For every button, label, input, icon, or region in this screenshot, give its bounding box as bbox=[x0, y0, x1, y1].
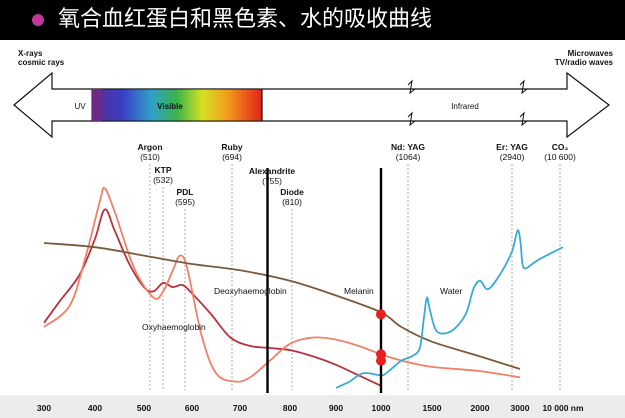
intersection-marker bbox=[376, 309, 386, 320]
laser-wavelength: (755) bbox=[262, 176, 282, 186]
laser-name: PDL bbox=[177, 187, 194, 197]
scale-breaks bbox=[407, 79, 528, 127]
laser-name: Nd: YAG bbox=[391, 142, 425, 152]
water-line bbox=[335, 229, 564, 389]
x-tick-label: 700 bbox=[233, 403, 247, 413]
laser-name: CO₂ bbox=[552, 142, 569, 152]
x-tick-label: 600 bbox=[185, 403, 199, 413]
plot-area: Argon(510) KTP(532) PDL(595) Ruby(694) Alexa… bbox=[43, 142, 576, 393]
laser-name: KTP bbox=[155, 165, 172, 175]
laser-wavelength: (510) bbox=[140, 152, 160, 162]
laser-wavelength: (595) bbox=[175, 197, 195, 207]
microwave-label-1: Microwaves bbox=[568, 49, 614, 58]
laser-wavelength: (10 600) bbox=[544, 152, 576, 162]
deoxy-label: Deoxyhaemoglobin bbox=[214, 286, 287, 296]
title-bar: 氧合血红蛋白和黑色素、水的吸收曲线 bbox=[0, 0, 625, 40]
visible-label: Visible bbox=[157, 102, 183, 111]
x-tick-label: 1000 bbox=[372, 403, 391, 413]
laser-wavelength: (2940) bbox=[500, 152, 525, 162]
x-tick-label: 400 bbox=[88, 403, 102, 413]
visible-band bbox=[91, 88, 263, 122]
oxy-line bbox=[43, 187, 521, 383]
data-markers bbox=[376, 309, 386, 366]
x-tick-label: 800 bbox=[283, 403, 297, 413]
laser-guides bbox=[149, 164, 561, 390]
melanin-label: Melanin bbox=[344, 286, 374, 296]
deoxy-line bbox=[43, 208, 382, 387]
uv-edge bbox=[92, 89, 102, 121]
x-tick-label: 500 bbox=[137, 403, 151, 413]
laser-wavelength: (810) bbox=[282, 197, 302, 207]
x-tick-label: 2000 bbox=[471, 403, 490, 413]
bullet-dot bbox=[32, 14, 44, 26]
water-label: Water bbox=[440, 286, 463, 296]
slide-title: 氧合血红蛋白和黑色素、水的吸收曲线 bbox=[58, 7, 433, 32]
laser-labels: Argon(510) KTP(532) PDL(595) Ruby(694) Alexa… bbox=[137, 142, 576, 207]
xray-label-2: cosmic rays bbox=[18, 58, 65, 67]
x-axis: 300 400 500 600 700 800 900 1000 1500 2000 3000 10 … bbox=[37, 403, 584, 413]
intersection-marker bbox=[376, 355, 386, 366]
laser-name: Er: YAG bbox=[496, 142, 528, 152]
xray-label-1: X-rays bbox=[18, 49, 43, 58]
spectrum-bar: X-rays cosmic rays Microwaves TV/radio w… bbox=[13, 49, 614, 139]
x-tick-label: 1500 bbox=[423, 403, 442, 413]
laser-wavelength: (532) bbox=[153, 175, 173, 185]
uv-label: UV bbox=[74, 102, 86, 111]
infrared-label: Infrared bbox=[451, 102, 479, 111]
x-axis-band bbox=[0, 395, 625, 418]
laser-wavelength: (1064) bbox=[396, 152, 421, 162]
microwave-label-2: TV/radio waves bbox=[555, 58, 614, 67]
laser-name: Alexandrite bbox=[249, 166, 296, 176]
absorption-chart: X-rays cosmic rays Microwaves TV/radio w… bbox=[0, 49, 625, 418]
laser-name: Diode bbox=[280, 187, 304, 197]
laser-wavelength: (694) bbox=[222, 152, 242, 162]
melanin-line bbox=[43, 242, 521, 370]
x-tick-label: 10 000 nm bbox=[542, 403, 584, 413]
x-tick-label: 3000 bbox=[511, 403, 530, 413]
x-tick-label: 300 bbox=[37, 403, 51, 413]
series-labels: Deoxyhaemoglobin Oxyhaemoglobin Melanin … bbox=[142, 286, 463, 332]
oxy-label: Oxyhaemoglobin bbox=[142, 322, 206, 332]
series-lines bbox=[43, 187, 564, 389]
x-tick-label: 900 bbox=[329, 403, 343, 413]
laser-name: Argon bbox=[137, 142, 162, 152]
laser-name: Ruby bbox=[221, 142, 243, 152]
